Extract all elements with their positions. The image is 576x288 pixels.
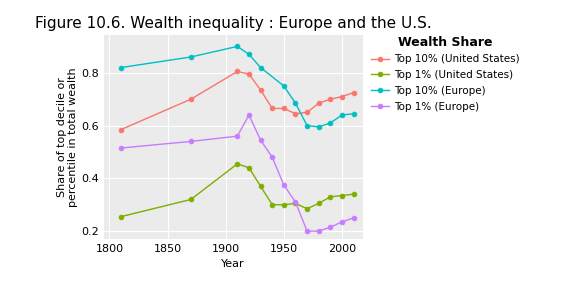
X-axis label: Year: Year — [221, 259, 245, 270]
Title: Figure 10.6. Wealth inequality : Europe and the U.S.: Figure 10.6. Wealth inequality : Europe … — [35, 16, 431, 31]
Y-axis label: Share of top decile or
percentile in total wealth: Share of top decile or percentile in tot… — [56, 67, 78, 206]
Legend: Top 10% (United States), Top 1% (United States), Top 10% (Europe), Top 1% (Europ: Top 10% (United States), Top 1% (United … — [371, 36, 519, 111]
